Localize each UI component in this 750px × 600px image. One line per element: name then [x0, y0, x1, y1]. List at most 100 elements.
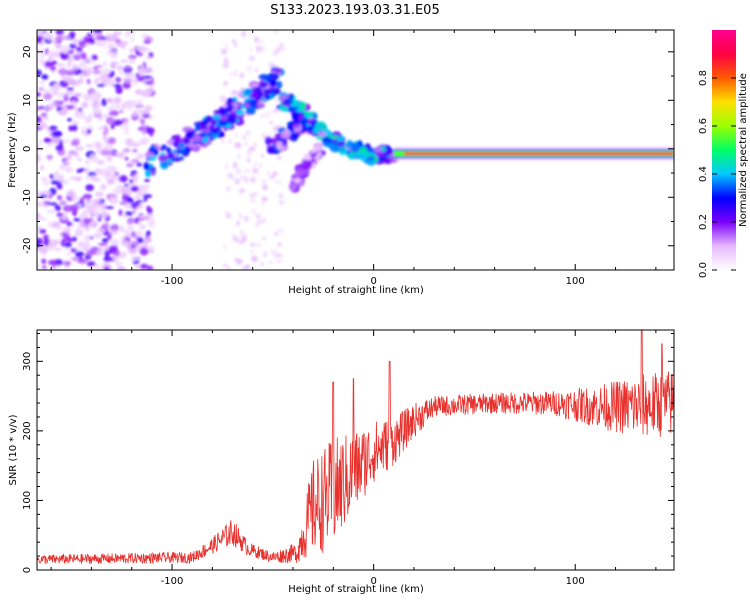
spectrogram-cell	[149, 84, 155, 89]
figure-title: S133.2023.193.03.31.E05	[270, 3, 439, 18]
spectrogram-cell	[143, 238, 149, 245]
spectrogram-cell	[69, 82, 80, 87]
spectrogram-cell	[55, 144, 64, 152]
spectrogram-cell	[142, 75, 152, 79]
spectrogram-cell	[255, 45, 263, 51]
spectrogram-cell	[239, 72, 245, 79]
spectrogram-cell	[57, 68, 68, 76]
spectrogram-cell	[56, 212, 64, 218]
spectrogram-cell	[67, 150, 78, 156]
spectrogram-cell	[223, 81, 229, 86]
spectrogram-cell	[274, 67, 282, 74]
spectrogram-cell	[222, 243, 228, 250]
spectrogram-cell	[329, 144, 341, 153]
spectrogram-cell	[302, 159, 313, 169]
snr-xlabel: Height of straight line (km)	[288, 584, 424, 595]
spectrogram-cell	[276, 80, 283, 89]
spectrogram-cell	[56, 182, 63, 190]
spectrogram-cell	[112, 255, 119, 262]
spectrogram-cell	[272, 171, 278, 177]
spectrogram-cell	[143, 40, 151, 44]
spectrogram-cell	[143, 70, 150, 74]
spectrogram-cell	[109, 196, 119, 205]
snr-ticks: -100 0 100 0 100 200 300	[22, 330, 674, 587]
spectrogram-cell	[135, 199, 144, 204]
spectrogram-cell	[55, 36, 64, 42]
spectrogram-cell	[128, 160, 135, 165]
spectrogram-cell	[272, 108, 278, 114]
spectrogram-cell	[37, 69, 42, 77]
spectrogram-cell	[55, 30, 65, 36]
spectrogram-cell	[90, 174, 98, 182]
spectrogram-cell	[265, 110, 272, 118]
spectrogram-cell	[40, 112, 48, 118]
spectrogram-cell	[98, 39, 107, 48]
spectrogram-cell	[81, 126, 89, 133]
spectrogram-cell	[236, 219, 241, 226]
spectrogram-cell	[41, 190, 52, 196]
spectrogram-cell	[269, 121, 274, 125]
spectrogram-cell	[119, 201, 127, 205]
spectrogram-cell	[66, 87, 74, 91]
spectrogram-cell	[174, 157, 182, 162]
spectrogram-cell	[72, 54, 81, 61]
spectrogram-cell	[278, 192, 284, 200]
spectrogram-cell	[374, 146, 382, 153]
spectrogram-cell	[38, 217, 47, 221]
spectrogram-cell	[64, 154, 73, 161]
spectrogram-cell	[54, 204, 61, 212]
y-tick-label: 100	[22, 491, 33, 510]
spectrogram-cell	[92, 69, 102, 75]
spectrogram-cell	[101, 98, 107, 107]
spectrogram-cell	[52, 39, 58, 45]
spectrogram-cell	[145, 127, 155, 135]
x-tick-label: 100	[566, 576, 585, 587]
spectrogram-cell	[191, 134, 202, 142]
spectrogram-cell	[249, 47, 253, 51]
spectrogram-cell	[255, 242, 262, 248]
spectrogram-cell	[37, 116, 42, 124]
spectrogram-cell	[37, 201, 45, 208]
spectrogram-cell	[56, 195, 63, 201]
spectrogram-cell	[86, 261, 96, 267]
spectrogram-cell	[67, 117, 73, 122]
spectrogram-cell	[138, 215, 148, 219]
spectrogram-cell	[277, 253, 283, 258]
spectrogram-cell	[266, 170, 271, 176]
spectrogram-cell	[115, 261, 123, 266]
spectrogram-cell	[145, 56, 151, 60]
spectrogram-cell	[146, 205, 151, 211]
spectrogram-cell	[274, 231, 279, 237]
spectrogram-cell	[115, 77, 122, 83]
spectrogram-cell	[145, 169, 152, 178]
spectrogram-cell	[126, 231, 132, 238]
spectrogram-cell	[49, 125, 58, 131]
spectrogram-cell	[43, 116, 49, 121]
spectrogram-cell	[85, 158, 90, 165]
spectrogram-cell	[124, 211, 134, 216]
spectrogram-cell	[90, 98, 96, 106]
spectrogram-cell	[111, 99, 116, 108]
spectrogram-cell	[94, 263, 102, 270]
spectrogram-cell	[129, 222, 134, 230]
spectrogram-cell	[144, 151, 155, 158]
spectrogram-cell	[283, 99, 293, 105]
spectrogram-cell	[132, 148, 138, 153]
spectrogram-cell	[129, 179, 134, 184]
spectrogram-cell	[248, 55, 256, 62]
spectrogram-cell	[71, 124, 78, 132]
spectrogram-cell	[95, 77, 100, 82]
spectrogram-cell	[243, 215, 250, 222]
spectrogram-cell	[85, 203, 93, 208]
spectrogram-cell	[328, 134, 339, 140]
spectrogram-cell	[226, 186, 231, 192]
spectrogram-cell	[110, 50, 118, 59]
spectrogram-cell	[61, 36, 72, 41]
spectrogram-cell	[49, 66, 57, 71]
spectrogram-cell	[37, 237, 43, 245]
spectrogram-cell	[176, 149, 187, 154]
spectrogram-cell	[234, 258, 239, 262]
spectrogram-cell	[136, 154, 146, 158]
spectrogram-cell	[108, 245, 119, 252]
spectrogram-cell	[161, 144, 168, 150]
